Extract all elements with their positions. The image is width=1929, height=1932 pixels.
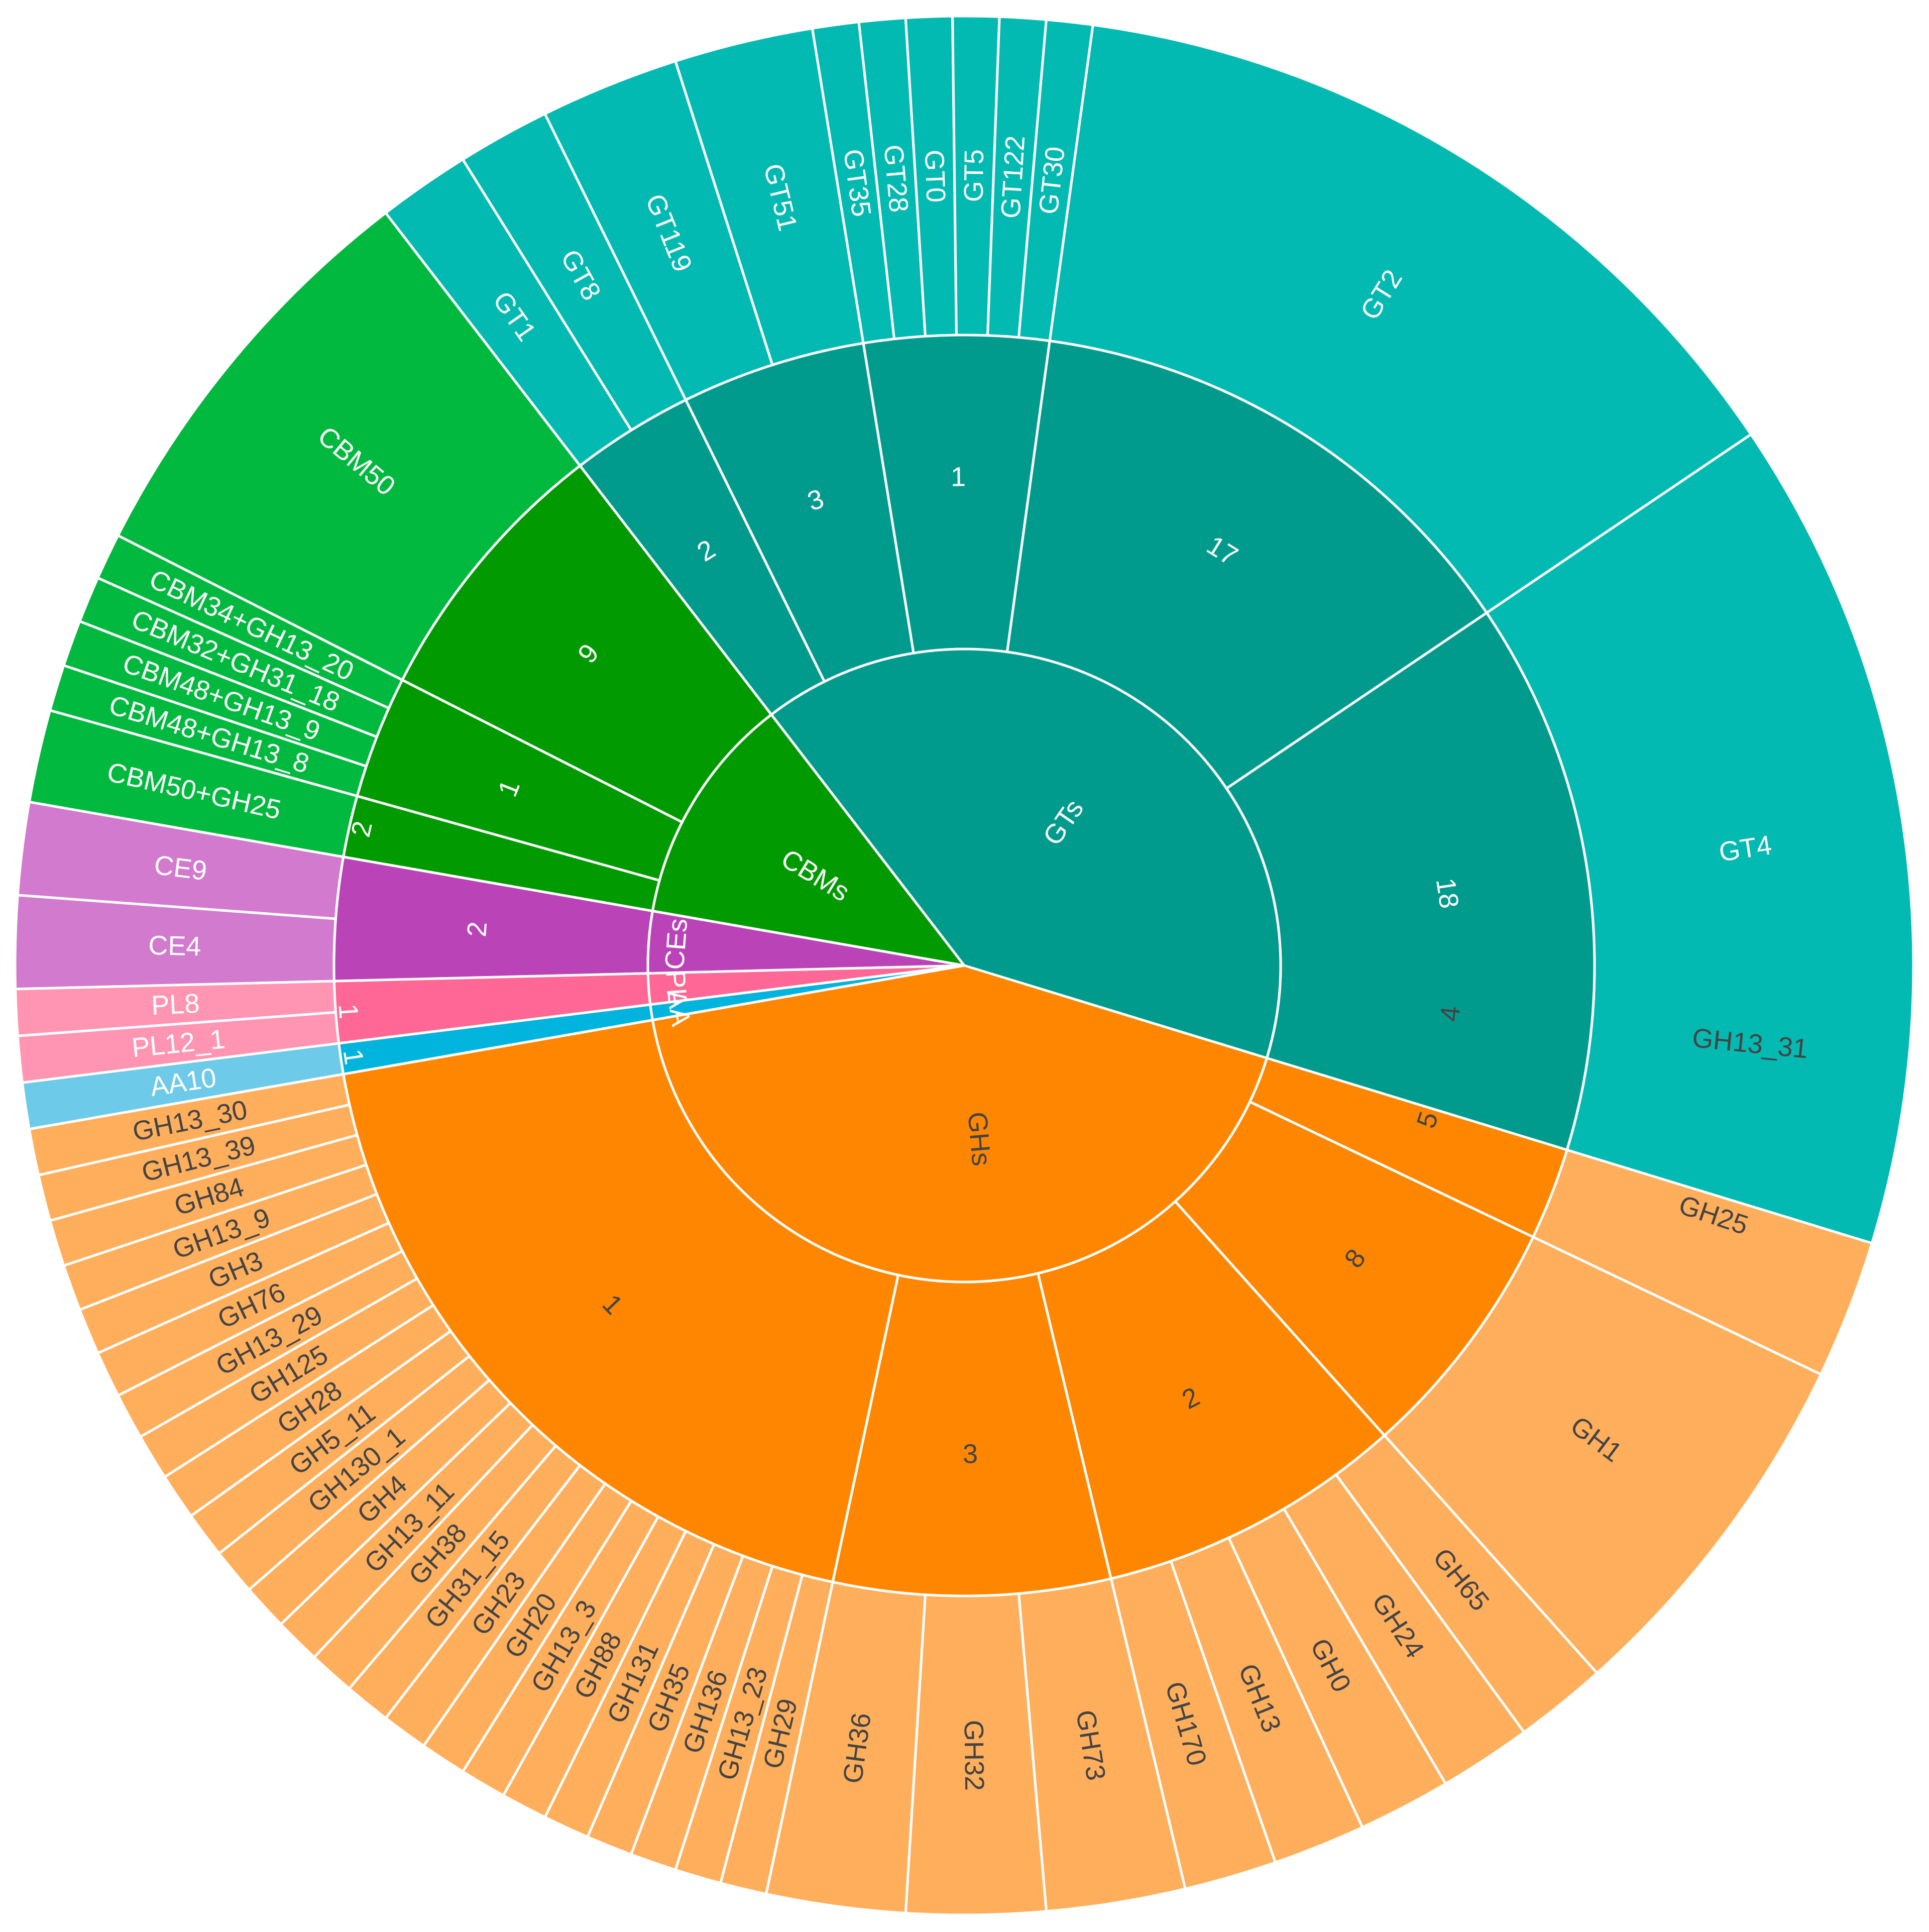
outer-ring [14,15,1915,1916]
leaf-label-gt122: GT122 [995,135,1031,219]
category-gts [769,648,1282,1060]
category-label-ces: CEs [659,917,693,971]
slice-labels: GH13_314GH255GH18GH65GH24GH0GH13GH1702GH… [104,135,1809,1791]
group-label-ces-2: 2 [462,921,493,938]
group-label-gts-18: 18 [1430,876,1464,910]
leaf-label-pl8: PL8 [151,988,200,1021]
category-label-pl: PL [660,969,693,1004]
leaf-label-gt0: GT0 [919,149,951,203]
leaf-label-gh32: GH32 [959,1720,990,1791]
leaf-label-gt5: GT5 [959,149,989,202]
leaf-label-ce4: CE4 [148,930,202,962]
group-label-pl-1: 1 [332,1003,364,1020]
leaf-label-gt28: GT28 [878,144,914,214]
leaf-label-gt30: GT30 [1033,145,1071,216]
leaf-label-ce9: CE9 [153,850,209,887]
group-label-ghs-4: 4 [1434,1005,1466,1023]
inner-ring [646,648,1282,1283]
group-label-ghs-3: 3 [963,1439,978,1469]
category-label-aa: AA [661,988,696,1028]
group-label-gts-1: 1 [951,462,966,492]
category-ghs [651,964,1282,1283]
category-label-ghs: GHs [962,1111,996,1167]
category-cbms [651,713,967,968]
